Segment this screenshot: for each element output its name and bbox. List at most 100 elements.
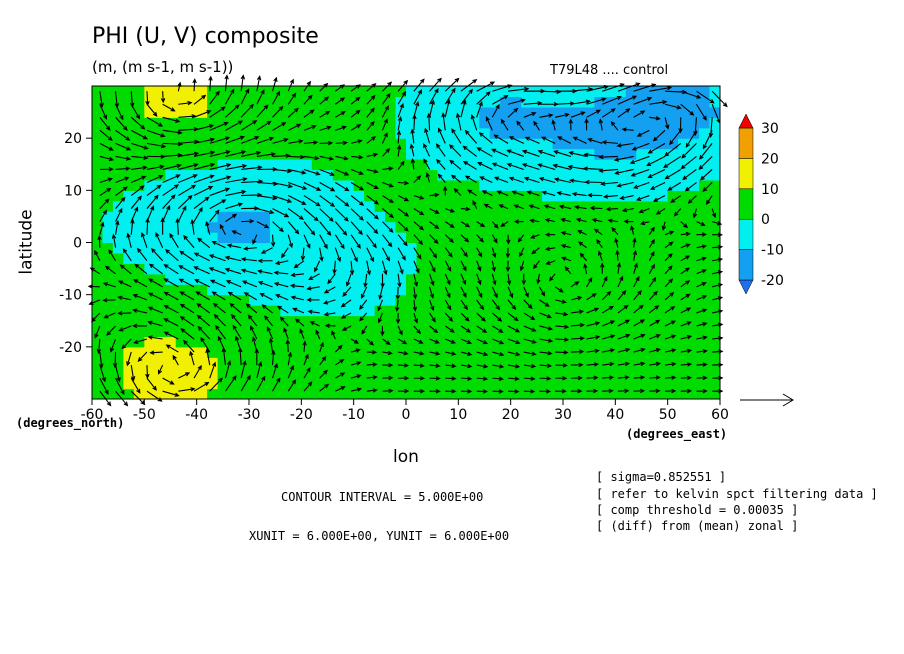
field-cell	[709, 117, 720, 129]
wind-vector	[538, 286, 546, 297]
field-cell	[531, 148, 543, 160]
field-cell	[123, 211, 135, 223]
wind-vector	[240, 374, 251, 392]
wind-vector	[455, 112, 462, 131]
field-cell	[583, 315, 595, 327]
field-cell	[426, 284, 438, 296]
field-cell	[196, 86, 208, 98]
field-cell	[636, 367, 648, 379]
field-cell	[531, 159, 543, 171]
field-cell	[311, 346, 323, 358]
wind-vector	[539, 299, 550, 307]
wind-vector	[148, 263, 163, 275]
wind-vector	[275, 294, 289, 301]
field-cell	[542, 273, 554, 285]
field-cell	[406, 273, 418, 285]
field-cell	[531, 232, 543, 244]
field-cell	[217, 211, 229, 223]
wind-vector	[539, 363, 553, 368]
field-cell	[583, 294, 595, 306]
field-cell	[416, 367, 428, 379]
field-cell	[437, 221, 449, 233]
field-cell	[615, 325, 627, 337]
wind-vector	[178, 184, 197, 197]
wind-vector	[613, 155, 634, 162]
field-cell	[301, 96, 313, 108]
field-cell	[583, 117, 595, 129]
field-cell	[531, 211, 543, 223]
wind-vector	[99, 377, 109, 395]
field-cell	[416, 117, 428, 129]
field-cell	[154, 127, 166, 139]
field-cell	[500, 138, 512, 150]
field-cell	[563, 367, 575, 379]
field-cell	[678, 179, 690, 191]
field-cell	[259, 378, 271, 390]
field-cell	[395, 211, 407, 223]
field-cell	[594, 169, 606, 181]
field-cell	[269, 315, 281, 327]
wind-vector	[225, 150, 247, 157]
field-cell	[531, 357, 543, 369]
field-cell	[688, 86, 700, 98]
field-cell	[395, 378, 407, 390]
field-cell	[688, 315, 700, 327]
field-cell	[573, 190, 585, 202]
field-cell	[542, 190, 554, 202]
wind-vector	[382, 195, 394, 204]
wind-vector	[303, 221, 316, 236]
field-cell	[112, 127, 124, 139]
wind-vector	[476, 221, 486, 228]
field-cell	[123, 190, 135, 202]
field-cell	[699, 200, 711, 212]
field-cell	[479, 388, 491, 399]
field-cell	[217, 346, 229, 358]
field-cell	[196, 284, 208, 296]
field-cell	[688, 190, 700, 202]
wind-vector	[680, 388, 693, 394]
wind-vector	[586, 388, 599, 394]
field-cell	[699, 148, 711, 160]
field-cell	[416, 127, 428, 139]
field-cell	[144, 96, 156, 108]
field-cell	[709, 221, 720, 233]
field-cell	[102, 211, 114, 223]
field-cell	[133, 284, 145, 296]
wind-vector	[493, 134, 509, 144]
field-cell	[228, 263, 240, 275]
field-cell	[311, 242, 323, 254]
field-cell	[667, 138, 679, 150]
field-cell	[447, 305, 459, 317]
field-cell	[468, 378, 480, 390]
field-cell	[667, 346, 679, 358]
field-cell	[657, 378, 669, 390]
field-cell	[416, 357, 428, 369]
wind-vector	[397, 247, 406, 261]
field-cell	[332, 221, 344, 233]
field-cell	[102, 336, 114, 348]
wind-vector	[560, 244, 571, 249]
field-cell	[165, 169, 177, 181]
field-cell	[667, 294, 679, 306]
wind-vector	[398, 350, 409, 356]
wind-vector	[380, 325, 385, 337]
field-cell	[269, 169, 281, 181]
field-cell	[332, 106, 344, 118]
field-cell	[510, 86, 522, 98]
wind-vector	[334, 208, 349, 222]
field-cell	[290, 148, 302, 160]
field-cell	[165, 159, 177, 171]
wind-vector	[429, 389, 441, 394]
wind-vector	[363, 273, 368, 288]
field-cell	[175, 315, 187, 327]
field-cell	[353, 232, 365, 244]
field-cell	[259, 367, 271, 379]
field-cell	[228, 106, 240, 118]
wind-vector	[476, 81, 496, 92]
field-cell	[102, 190, 114, 202]
field-cell	[353, 325, 365, 337]
field-cell	[385, 305, 397, 317]
field-cell	[259, 284, 271, 296]
field-cell	[332, 325, 344, 337]
wind-vector	[544, 232, 556, 237]
